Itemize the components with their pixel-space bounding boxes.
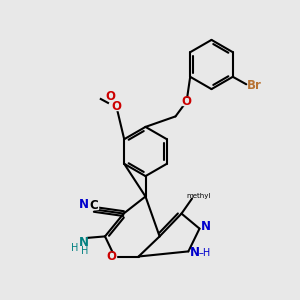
Text: H: H (71, 243, 78, 253)
Text: O: O (105, 90, 116, 104)
Bar (248, 82, 261, 88)
Bar (107, 253, 116, 260)
Text: Br: Br (247, 79, 262, 92)
Text: O: O (182, 95, 192, 108)
Text: methyl: methyl (186, 193, 211, 199)
Text: N: N (189, 246, 200, 260)
Bar (182, 98, 191, 105)
Text: O: O (111, 100, 122, 113)
Bar (112, 103, 121, 110)
Text: N: N (78, 198, 88, 211)
Text: –H: –H (199, 248, 211, 258)
Text: N: N (201, 220, 211, 233)
Text: H: H (81, 246, 88, 256)
Bar (190, 250, 199, 256)
Bar (79, 201, 88, 208)
Text: O: O (106, 250, 117, 263)
Text: C: C (90, 199, 99, 212)
Bar (90, 202, 98, 209)
Bar (202, 223, 210, 230)
Text: N: N (78, 236, 88, 249)
